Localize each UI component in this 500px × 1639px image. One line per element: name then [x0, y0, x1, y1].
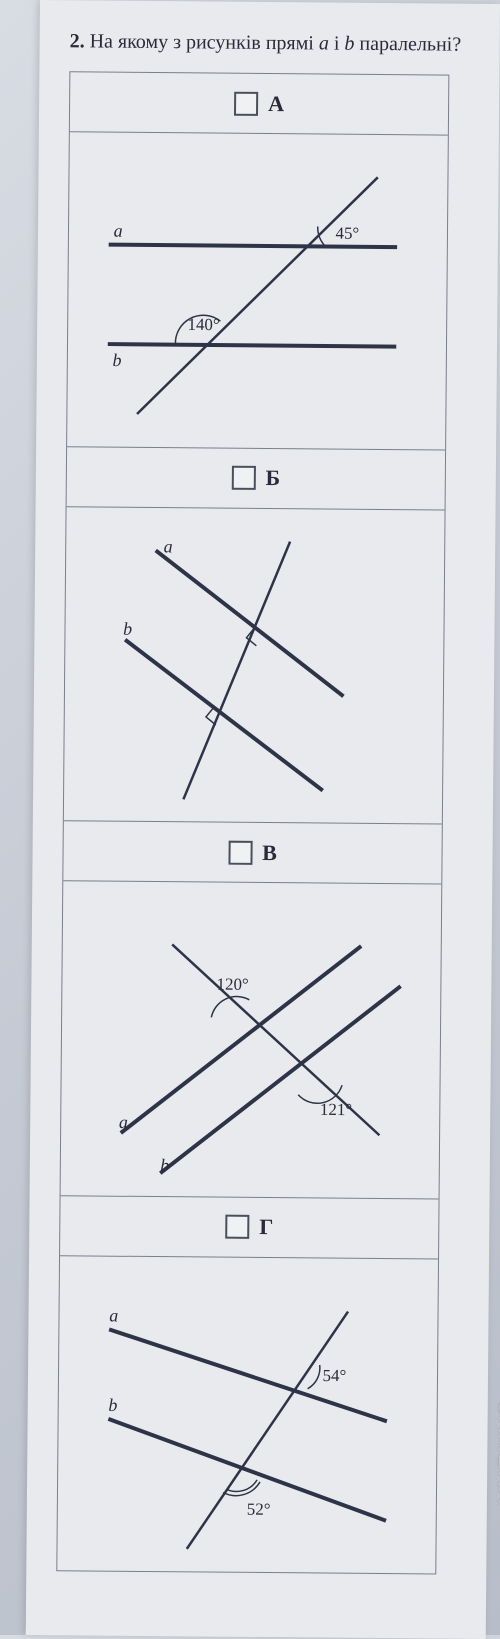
label-g-line-a: a — [109, 1305, 118, 1325]
angle-a2: 140° — [187, 315, 219, 334]
diagram-b: a b — [64, 507, 445, 824]
diagram-g: 54° 52° a b — [57, 1256, 438, 1574]
label-a-line-a: a — [114, 221, 123, 241]
checkbox-v[interactable] — [228, 840, 252, 864]
question-text: 2. На якому з рисунків прямі a і b парал… — [70, 30, 480, 57]
diagram-a: 45° 140° a b — [67, 132, 448, 449]
question-part3: паралельні? — [354, 33, 461, 56]
camera-watermark: OTE 8T CAMERA — [492, 1399, 500, 1505]
worksheet-page: 2. На якому з рисунків прямі a і b парал… — [26, 0, 500, 1639]
question-part2: і — [329, 33, 345, 55]
checkbox-a[interactable] — [234, 91, 258, 115]
label-g-line-b: b — [108, 1394, 117, 1414]
option-letter-a: А — [268, 90, 284, 116]
option-row-a: А 45° 140° a b — [67, 72, 448, 450]
label-b-line-b: b — [123, 618, 132, 638]
option-header-v: В — [63, 821, 442, 884]
option-letter-v: В — [262, 839, 277, 865]
options-grid: А 45° 140° a b — [56, 71, 449, 1574]
option-header-a: А — [70, 72, 449, 135]
question-number: 2. — [70, 30, 85, 52]
option-letter-g: Г — [259, 1214, 273, 1240]
label-b-line-a: a — [164, 536, 173, 556]
angle-v1: 120° — [217, 975, 249, 994]
angle-v2: 121° — [320, 1100, 352, 1119]
variable-b: b — [344, 33, 354, 55]
label-v-line-b: b — [160, 1155, 169, 1175]
angle-g2: 52° — [247, 1499, 271, 1518]
label-a-line-b: b — [113, 350, 122, 370]
option-header-g: Г — [60, 1196, 439, 1259]
option-letter-b: Б — [265, 465, 280, 491]
checkbox-g[interactable] — [225, 1215, 249, 1239]
question-part1: На якому з рисунків прямі — [90, 30, 319, 54]
option-row-b: Б a b — [64, 447, 445, 825]
angle-a1: 45° — [335, 224, 359, 243]
checkbox-b[interactable] — [231, 466, 255, 490]
diagram-v: 120° 121° a b — [61, 881, 442, 1198]
option-header-b: Б — [67, 447, 446, 510]
variable-a: a — [319, 32, 329, 54]
label-v-line-a: a — [119, 1112, 128, 1132]
watermark-line2: CAMERA — [492, 1399, 500, 1505]
option-row-g: Г 54° 52° a — [57, 1196, 438, 1574]
angle-g1: 54° — [323, 1365, 347, 1384]
option-row-v: В 120° 121° a b — [61, 821, 442, 1199]
